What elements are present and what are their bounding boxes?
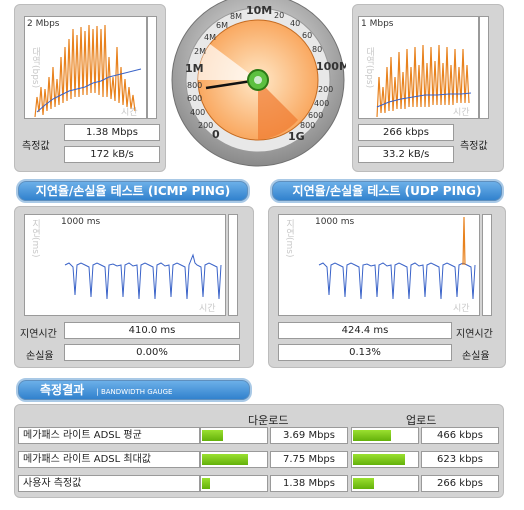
- upload-graph-svg: [376, 44, 472, 118]
- udp-series-blue: [318, 262, 476, 300]
- icmp-loss-field: 0.00%: [64, 344, 240, 361]
- results-upload-header: 업로드: [406, 414, 437, 427]
- gauge-label-6m: 6M: [216, 21, 228, 30]
- result-name: 사용자 측정값: [18, 475, 200, 492]
- icmp-series: [64, 253, 222, 300]
- gauge-label-4m: 4M: [204, 33, 216, 42]
- result-down-fill: [202, 430, 224, 441]
- download-side-bar: [147, 16, 157, 119]
- gauge-label-600b: 600: [308, 111, 323, 120]
- icmp-graph-svg: [64, 253, 222, 300]
- upload-series-orange: [376, 44, 470, 118]
- gauge-label-800b: 800: [300, 121, 315, 130]
- gauge-label-20: 20: [274, 11, 284, 20]
- upload-x-label: 시간: [453, 108, 470, 118]
- upload-side-bar: [479, 16, 489, 119]
- upload-kbs-field: 33.2 kB/s: [358, 146, 454, 163]
- result-up-bar: [351, 475, 419, 492]
- result-up-value: 266 kbps: [421, 475, 499, 492]
- gauge-label-1g: 1G: [288, 130, 305, 143]
- icmp-loss-label: 손실율: [26, 351, 54, 362]
- result-down-fill: [202, 454, 249, 465]
- icmp-latency-label: 지연시간: [20, 329, 57, 340]
- gauge-label-1m: 1M: [185, 62, 204, 75]
- udp-y-label: 지연(ms): [284, 219, 294, 258]
- udp-scale: 1000 ms: [315, 217, 355, 227]
- gauge-label-8m: 8M: [230, 12, 242, 21]
- icmp-x-label: 시간: [199, 304, 216, 314]
- gauge-label-60: 60: [302, 31, 312, 40]
- result-down-fill: [202, 478, 210, 489]
- udp-title-pill: 지연율/손실율 테스트 (UDP PING): [270, 179, 504, 203]
- result-down-bar: [200, 475, 268, 492]
- results-subtitle: | BANDWIDTH GAUGE: [96, 388, 173, 396]
- gauge-label-0: 0: [212, 128, 220, 141]
- udp-x-label: 시간: [453, 304, 470, 314]
- download-y-label: 대역(bps): [30, 47, 40, 89]
- udp-graph-svg: [318, 216, 476, 300]
- icmp-title-pill: 지연율/손실율 테스트 (ICMP PING): [16, 179, 250, 203]
- results-download-header: 다운로드: [248, 414, 289, 427]
- gauge-label-10m: 10M: [246, 4, 272, 17]
- result-up-fill: [353, 454, 406, 465]
- icmp-latency-field: 410.0 ms: [64, 322, 240, 339]
- result-down-bar: [200, 451, 268, 468]
- udp-loss-label: 손실율: [462, 351, 490, 362]
- download-graph-svg: [34, 24, 142, 118]
- result-up-fill: [353, 478, 375, 489]
- icmp-scale: 1000 ms: [61, 217, 101, 227]
- download-series-blue: [36, 68, 142, 113]
- results-title: 측정결과: [40, 383, 85, 397]
- upload-kbps-field: 266 kbps: [358, 124, 454, 141]
- gauge-tick-labels: 0 200 400 600 800 1M 2M 4M 6M 8M 10M 20 …: [185, 4, 350, 143]
- udp-series-orange: [462, 216, 466, 266]
- icmp-y-label: 지연(ms): [30, 219, 40, 258]
- result-down-bar: [200, 427, 268, 444]
- result-up-fill: [353, 430, 392, 441]
- gauge-label-100m: 100M: [316, 60, 346, 73]
- upload-graph: 1 Mbps 대역(bps) 시간: [358, 16, 479, 119]
- download-mbps-field: 1.38 Mbps: [64, 124, 160, 141]
- udp-side-bar: [482, 214, 492, 316]
- upload-scale: 1 Mbps: [361, 19, 394, 29]
- result-down-value: 3.69 Mbps: [270, 427, 348, 444]
- gauge-label-80: 80: [312, 45, 322, 54]
- icmp-side-bar: [228, 214, 238, 316]
- result-down-value: 7.75 Mbps: [270, 451, 348, 468]
- upload-series-blue: [376, 92, 472, 108]
- download-scale: 2 Mbps: [27, 19, 60, 29]
- download-value-label: 측정값: [22, 141, 50, 152]
- udp-latency-field: 424.4 ms: [278, 322, 452, 339]
- gauge-label-800: 800: [187, 81, 202, 90]
- udp-latency-label: 지연시간: [456, 329, 493, 340]
- upload-value-label: 측정값: [460, 141, 488, 152]
- upload-y-label: 대역(bps): [364, 47, 374, 89]
- result-up-bar: [351, 451, 419, 468]
- speed-gauge-svg: 0 200 400 600 800 1M 2M 4M 6M 8M 10M 20 …: [171, 0, 350, 167]
- icmp-graph: 1000 ms 지연(ms) 시간: [24, 214, 226, 316]
- result-up-value: 466 kbps: [421, 427, 499, 444]
- result-down-value: 1.38 Mbps: [270, 475, 348, 492]
- gauge-label-2m: 2M: [194, 47, 206, 56]
- udp-loss-field: 0.13%: [278, 344, 452, 361]
- speed-gauge: 0 200 400 600 800 1M 2M 4M 6M 8M 10M 20 …: [170, 0, 350, 170]
- udp-graph: 1000 ms 지연(ms) 시간: [278, 214, 480, 316]
- gauge-label-400b: 400: [314, 99, 329, 108]
- gauge-label-200: 200: [198, 121, 213, 130]
- result-up-bar: [351, 427, 419, 444]
- result-up-value: 623 kbps: [421, 451, 499, 468]
- download-x-label: 시간: [121, 108, 138, 118]
- result-name: 메가패스 라이트 ADSL 최대값: [18, 451, 200, 468]
- download-kbs-field: 172 kB/s: [64, 146, 160, 163]
- gauge-label-200b: 200: [318, 85, 333, 94]
- result-name: 메가패스 라이트 ADSL 평균: [18, 427, 200, 444]
- download-series-orange: [34, 24, 136, 118]
- gauge-label-400: 400: [190, 108, 205, 117]
- gauge-label-40: 40: [290, 19, 300, 28]
- download-graph: 2 Mbps 대역(bps) 시간: [24, 16, 147, 119]
- results-title-pill: 측정결과 | BANDWIDTH GAUGE: [16, 378, 252, 402]
- gauge-label-600: 600: [187, 94, 202, 103]
